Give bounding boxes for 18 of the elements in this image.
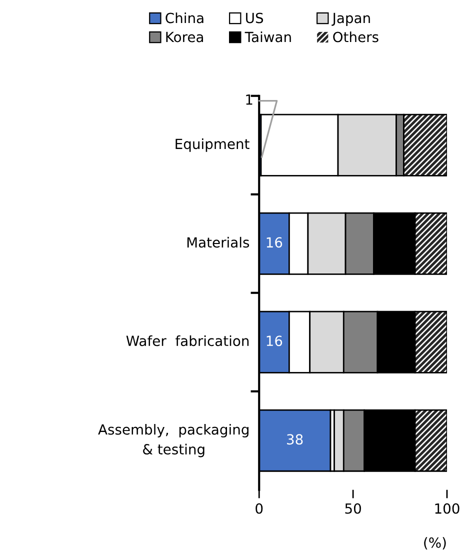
x-axis-title: (%): [424, 537, 446, 550]
x-tick-label: 0: [256, 503, 263, 514]
legend-label: China: [166, 12, 204, 24]
data-label: 38: [287, 434, 303, 445]
legend-label: US: [246, 12, 264, 24]
data-label: 1: [246, 94, 252, 105]
x-tick-label: 50: [345, 503, 361, 514]
y-tick-label: Equipment: [176, 138, 250, 152]
legend-label: Japan: [332, 12, 370, 26]
legend-label: Taiwan: [244, 31, 291, 42]
y-tick-label: Materials: [187, 236, 250, 248]
x-tick-label: 100: [435, 503, 460, 514]
y-tick-label: Assembly, packaging & testing: [98, 424, 248, 458]
y-tick-label: Wafer fabrication: [126, 335, 249, 346]
data-label: 16: [266, 237, 282, 248]
data-label: 16: [266, 336, 282, 346]
legend-label: Korea: [166, 32, 203, 42]
legend-label: Others: [333, 31, 378, 42]
